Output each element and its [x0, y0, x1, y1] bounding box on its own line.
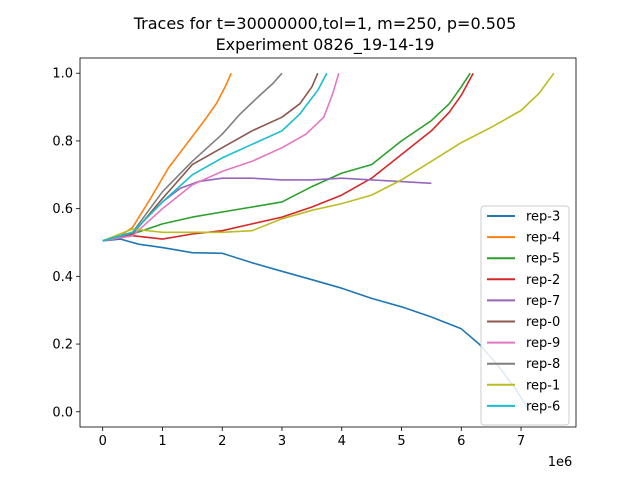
chart-title-line-1: Traces for t=30000000,tol=1, m=250, p=0.…	[133, 14, 517, 33]
y-tick-label: 0.2	[52, 338, 73, 353]
legend-label-rep-7: rep-7	[526, 294, 560, 309]
y-tick-label: 0.4	[52, 270, 73, 285]
y-tick-label: 1.0	[52, 67, 73, 82]
series-line-rep-1	[102, 72, 555, 242]
x-tick-label: 5	[397, 434, 405, 449]
x-tick-label: 0	[99, 434, 107, 449]
x-tick-label: 4	[338, 434, 346, 449]
legend-label-rep-1: rep-1	[526, 378, 560, 393]
legend-label-rep-9: rep-9	[526, 336, 560, 351]
legend-label-rep-5: rep-5	[526, 252, 560, 267]
legend-label-rep-6: rep-6	[526, 399, 560, 414]
y-tick-label: 0.0	[52, 405, 73, 420]
chart-title-line-2: Experiment 0826_19-14-19	[216, 35, 435, 55]
legend-label-rep-8: rep-8	[526, 357, 560, 372]
axes-frame	[79, 57, 577, 428]
legend-label-rep-3: rep-3	[526, 210, 560, 225]
x-tick-label: 1	[158, 434, 166, 449]
legend-label-rep-2: rep-2	[526, 273, 560, 288]
series-line-rep-8	[102, 72, 283, 242]
legend-box	[480, 205, 570, 426]
x-tick-label: 3	[278, 434, 286, 449]
series-line-rep-6	[102, 72, 328, 242]
x-tick-label: 6	[457, 434, 465, 449]
x-axis-offset-label: 1e6	[548, 455, 573, 470]
series-line-rep-2	[102, 72, 474, 242]
series-line-rep-5	[102, 72, 471, 242]
legend-label-rep-0: rep-0	[526, 315, 560, 330]
x-tick-label: 2	[218, 434, 226, 449]
y-tick-label: 0.8	[52, 134, 73, 149]
x-tick-label: 7	[517, 434, 525, 449]
series-line-rep-9	[102, 72, 340, 242]
legend-label-rep-4: rep-4	[526, 231, 560, 246]
plot-area: 0 1 2 3 4 5 6 7 0.0 0.2 0.4 0.6 0.8 1.0 rep-3 rep-4 rep-…	[52, 57, 577, 449]
y-tick-label: 0.6	[52, 202, 73, 217]
